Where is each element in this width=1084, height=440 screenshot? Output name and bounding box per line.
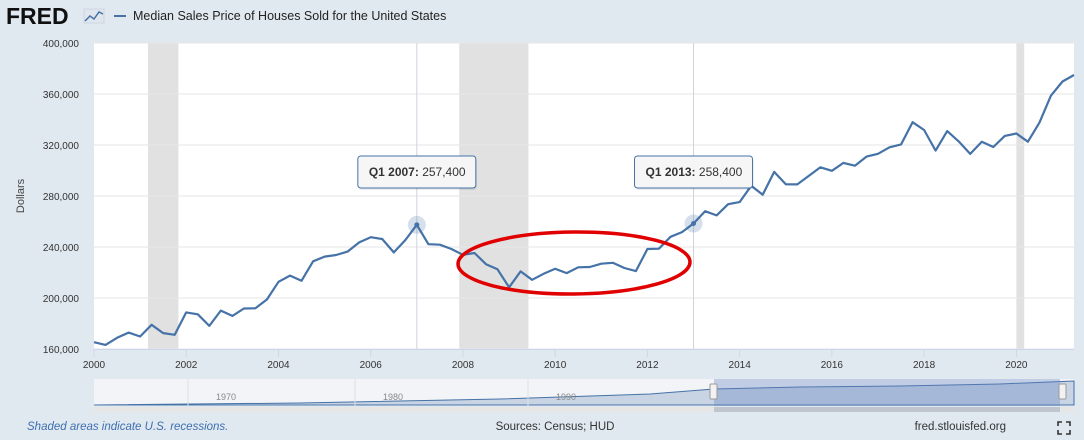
tooltip-text: Q1 2013: 258,400 <box>646 165 743 179</box>
x-tick-label: 2014 <box>729 360 752 371</box>
x-tick-label: 2012 <box>636 360 659 371</box>
hover-markers <box>407 214 703 234</box>
tooltip-layer: Q1 2007: 257,400 Q1 2013: 258,400 <box>357 155 754 190</box>
fred-logo[interactable]: FRED <box>6 3 105 29</box>
tooltip-label: Q1 2007: <box>369 165 422 179</box>
series-line[interactable] <box>93 74 1075 346</box>
navigator-ticks: 1970 1980 1990 <box>187 379 576 406</box>
y-tick-label: 400,000 <box>43 39 80 50</box>
y-axis-label: Dollars <box>15 178 27 213</box>
navigator-selection[interactable] <box>714 379 1060 406</box>
navigator-series <box>93 380 1075 406</box>
sources-text: Sources: Census; HUD <box>496 421 615 433</box>
navigator[interactable]: 1970 1980 1990 <box>93 379 1075 412</box>
x-tick-label: 2006 <box>360 360 383 371</box>
tooltip-value: 257,400 <box>422 165 466 179</box>
tooltip-label: Q1 2013: <box>646 165 699 179</box>
x-tick-label: 2000 <box>83 360 106 371</box>
x-tick-label: 2016 <box>821 360 844 371</box>
navigator-tick-label: 1990 <box>556 392 576 402</box>
tooltip: Q1 2007: 257,400 <box>357 155 477 190</box>
x-tick-label: 2004 <box>267 360 290 371</box>
x-tick-label: 2008 <box>452 360 475 371</box>
tooltip-crosshairs <box>416 43 695 349</box>
recession-note: Shaded areas indicate U.S. recessions. <box>27 421 228 433</box>
x-tick-label: 2020 <box>1005 360 1028 371</box>
y-tick-label: 360,000 <box>43 90 80 101</box>
navigator-tick-label: 1970 <box>216 392 236 402</box>
navigator-scrollbar-thumb[interactable] <box>714 407 1060 412</box>
annotation-ellipse <box>456 230 692 296</box>
navigator-tick-label: 1980 <box>383 392 403 402</box>
y-axis-ticks: 160,000 200,000 240,000 280,000 320,000 360,0… <box>43 39 80 356</box>
y-tick-label: 280,000 <box>43 192 80 203</box>
site-link[interactable]: fred.stlouisfed.org <box>915 421 1006 433</box>
y-tick-label: 160,000 <box>43 345 80 356</box>
x-tick-label: 2010 <box>544 360 567 371</box>
y-tick-label: 240,000 <box>43 243 80 254</box>
y-tick-label: 200,000 <box>43 294 80 305</box>
tooltip: Q1 2013: 258,400 <box>634 155 754 190</box>
x-tick-label: 2002 <box>175 360 198 371</box>
series-title: Median Sales Price of Houses Sold for th… <box>133 9 446 23</box>
navigator-left-handle[interactable] <box>709 383 718 400</box>
tooltip-value: 258,400 <box>699 165 743 179</box>
navigator-scrollbar[interactable] <box>94 407 1074 412</box>
tooltip-box <box>634 155 754 189</box>
x-tick-label: 2018 <box>913 360 936 371</box>
x-axis-ticks: 2000 2002 2004 2006 2008 2010 2012 2014 2016 2018… <box>83 349 1074 371</box>
tooltip-box <box>357 155 477 189</box>
hover-marker <box>414 222 420 228</box>
fullscreen-icon[interactable] <box>1057 421 1071 435</box>
tooltip-text: Q1 2007: 257,400 <box>369 165 466 179</box>
navigator-right-handle[interactable] <box>1058 383 1067 400</box>
fred-logo-graph-icon <box>83 8 105 24</box>
y-tick-label: 320,000 <box>43 141 80 152</box>
fred-logo-text: FRED <box>6 3 69 29</box>
hover-marker <box>691 221 697 227</box>
